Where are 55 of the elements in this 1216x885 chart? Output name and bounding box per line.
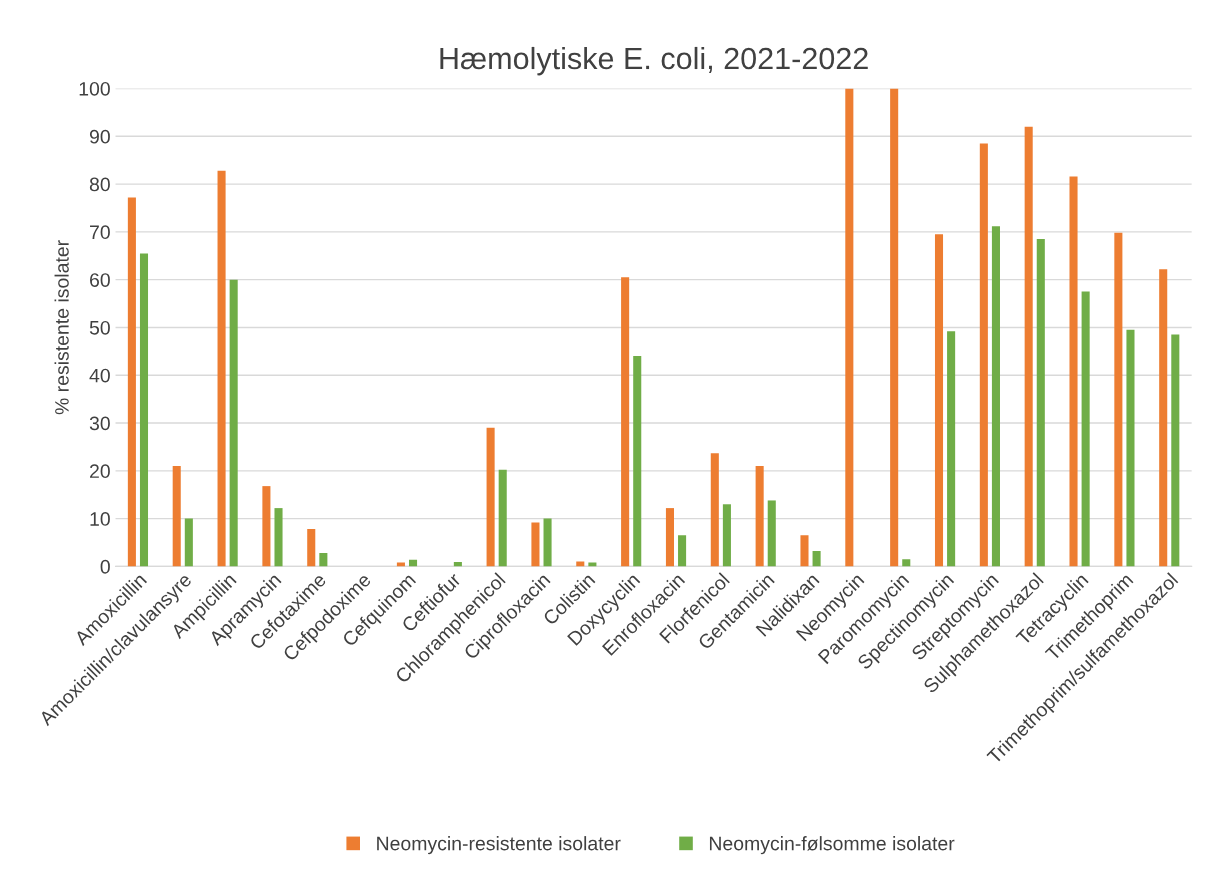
y-tick-label: 0 xyxy=(100,559,110,574)
bar xyxy=(1069,176,1078,567)
y-tick-label: 80 xyxy=(89,177,110,192)
bar xyxy=(486,427,495,567)
chart-title: Hæmolytiske E. coli, 2021-2022 xyxy=(440,46,868,76)
bar xyxy=(453,562,462,567)
bar xyxy=(812,551,821,567)
y-axis-title: % resistente isolater xyxy=(54,240,69,415)
bar xyxy=(991,226,1000,567)
y-tick-label: 70 xyxy=(90,225,110,240)
bar xyxy=(767,500,776,567)
bar xyxy=(229,279,238,567)
legend-label: Neomycin-resistente isolater xyxy=(377,836,621,855)
y-tick-label: 40 xyxy=(89,368,110,383)
bar xyxy=(1114,232,1123,567)
bar xyxy=(1159,269,1168,567)
bar xyxy=(710,453,719,567)
y-tick-label: 20 xyxy=(90,464,110,479)
bar xyxy=(172,466,181,567)
bar xyxy=(1126,329,1135,567)
bar xyxy=(947,331,956,567)
y-tick-label: 100 xyxy=(79,81,110,96)
bar xyxy=(722,504,731,567)
bar xyxy=(665,508,674,567)
bar xyxy=(531,522,540,567)
bar xyxy=(184,518,193,567)
bar xyxy=(139,253,149,567)
y-tick-label: 10 xyxy=(90,512,110,526)
bar xyxy=(498,469,507,567)
bar xyxy=(1081,291,1090,567)
legend-label: Neomycin-følsomme isolater xyxy=(709,836,955,855)
bar xyxy=(274,508,283,567)
bar xyxy=(1024,126,1033,567)
y-tick-label: 60 xyxy=(90,273,110,287)
bar xyxy=(1171,334,1180,567)
y-tick-label: 90 xyxy=(89,129,110,144)
bar xyxy=(633,356,642,567)
bar xyxy=(678,535,687,567)
bar xyxy=(979,143,988,567)
bar xyxy=(543,518,552,567)
y-tick-label: 50 xyxy=(89,320,110,335)
bar xyxy=(307,529,316,567)
bar xyxy=(800,535,809,567)
bar xyxy=(319,553,328,567)
bar xyxy=(217,170,226,567)
bar xyxy=(934,234,944,567)
bar xyxy=(1036,239,1045,567)
bar xyxy=(621,277,630,567)
y-tick-label: 30 xyxy=(89,416,110,431)
bar xyxy=(755,466,764,567)
bar xyxy=(845,88,854,567)
bar xyxy=(890,88,899,567)
bar xyxy=(902,559,911,567)
bar xyxy=(127,197,136,567)
bar xyxy=(262,486,271,567)
